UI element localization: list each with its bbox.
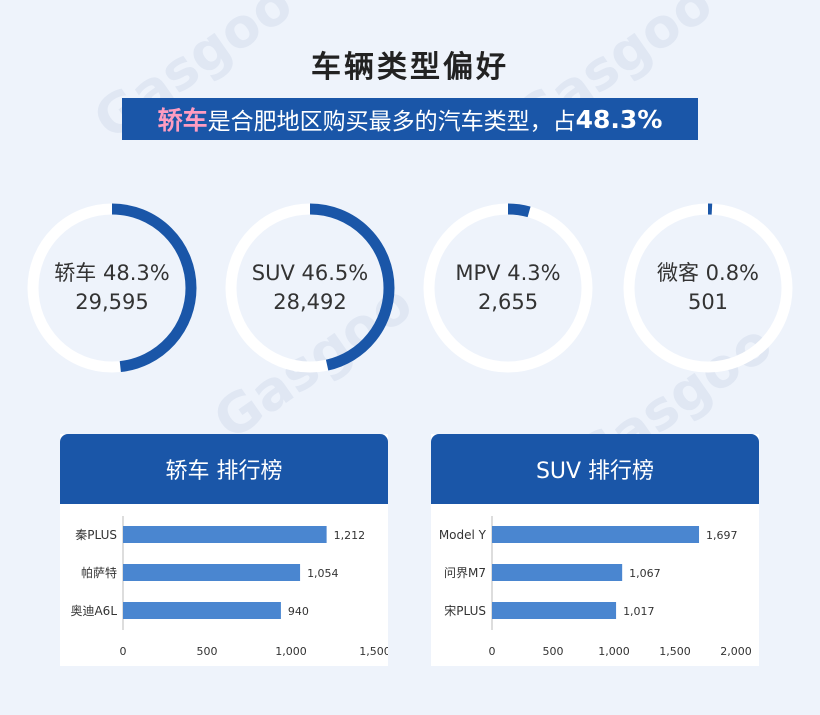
donut-arc [623,203,793,373]
donut-label: MPV 4.3% 2,655 [420,200,596,376]
donut-category: MPV [455,261,501,285]
x-tick-label: 500 [543,645,564,658]
donut-value: 29,595 [75,290,149,314]
donut-chart-minivan: 微客 0.8% 501 [620,200,796,376]
panel-title: 轿车 排行榜 [60,434,388,504]
donut-percent: 46.5% [301,261,369,285]
x-tick-label: 1,500 [359,645,388,658]
bar-value-label: 1,054 [307,567,339,580]
donut-name-row: 微客 0.8% [657,259,759,288]
donut-name-row: SUV 46.5% [252,259,368,288]
donut-category: 轿车 [54,261,97,285]
x-tick-label: 1,000 [275,645,307,658]
bar-value-label: 1,212 [334,529,366,542]
bar-value-label: 1,017 [623,605,655,618]
donut-percent: 4.3% [507,261,561,285]
panel-title: SUV 排行榜 [431,434,759,504]
donut-svg [423,203,593,373]
donut-svg [623,203,793,373]
donut-percent: 0.8% [705,261,760,285]
sedan-ranking-panel: 轿车 排行榜 秦PLUS 1,212 帕萨特 1,054 奥迪A6L 940 0 500 1,0… [60,434,388,666]
category-label: 奥迪A6L [70,604,117,618]
headline-text: 是合肥地区购买最多的汽车类型，占 [207,109,576,135]
donut-label: 轿车 48.3% 29,595 [24,200,200,376]
donut-svg [225,203,395,373]
x-tick-label: 500 [197,645,218,658]
bar [123,602,281,619]
bar-value-label: 1,697 [706,529,738,542]
x-tick-label: 0 [120,645,127,658]
donut-name-row: MPV 4.3% [455,259,560,288]
bar-value-label: 1,067 [629,567,661,580]
headline-highlight: 轿车 [157,106,208,135]
donut-label: 微客 0.8% 501 [620,200,796,376]
donut-value: 28,492 [273,290,347,314]
page-title: 车辆类型偏好 [311,50,509,85]
category-label: Model Y [439,528,487,542]
bar [492,602,617,619]
donut-chart-mpv: MPV 4.3% 2,655 [420,200,596,376]
donut-svg [27,203,197,373]
suv-ranking-panel: SUV 排行榜 Model Y 1,697 问界M7 1,067 宋PLUS 1,017 0… [431,434,759,666]
donut-chart-sedan: 轿车 48.3% 29,595 [24,200,200,376]
bar [492,564,623,581]
donut-arc [225,203,395,373]
category-label: 宋PLUS [444,603,486,618]
bar-value-label: 940 [288,605,309,618]
bar [123,526,327,543]
headline-banner: 轿车 是合肥地区购买最多的汽车类型，占 48.3% [122,98,698,140]
donut-arc [423,203,593,373]
category-label: 问界M7 [444,566,486,580]
donut-category: 微客 [656,261,699,285]
x-tick-label: 1,500 [659,645,691,658]
x-tick-label: 1,000 [598,645,630,658]
bar [123,564,301,581]
donut-category: SUV [251,261,295,285]
bar [492,526,700,543]
donut-value: 501 [687,290,729,314]
headline-percent: 48.3% [575,104,663,134]
donut-name-row: 轿车 48.3% [54,259,169,288]
suv-bar-chart: Model Y 1,697 问界M7 1,067 宋PLUS 1,017 0 500 1,000… [439,516,752,658]
x-tick-label: 0 [489,645,496,658]
donut-percent: 48.3% [102,261,170,285]
donut-label: SUV 46.5% 28,492 [222,200,398,376]
x-tick-label: 2,000 [720,645,752,658]
donut-arc [27,203,197,373]
donut-chart-suv: SUV 46.5% 28,492 [222,200,398,376]
sedan-bar-chart: 秦PLUS 1,212 帕萨特 1,054 奥迪A6L 940 0 500 1,000 1,500 [70,516,388,658]
category-label: 秦PLUS [75,528,117,542]
category-label: 帕萨特 [81,565,117,580]
donut-value: 2,655 [477,290,539,314]
